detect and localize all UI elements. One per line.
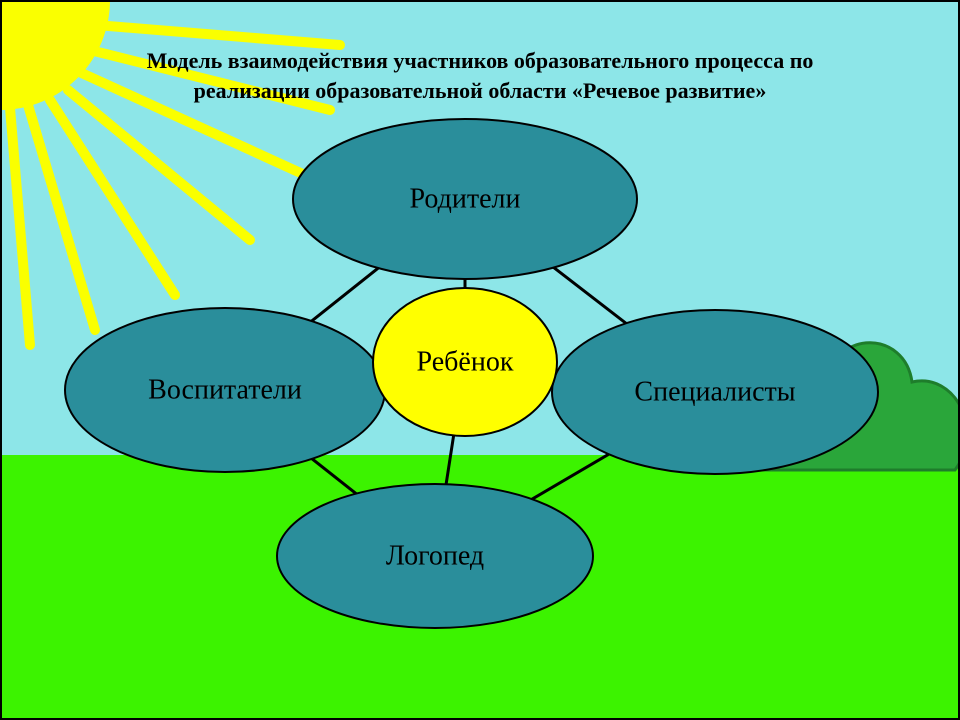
scene-svg: Родители Воспитатели Специалисты Логопед Реб… — [0, 0, 960, 720]
page-title: Модель взаимодействия участников образов… — [80, 46, 880, 105]
node-label: Логопед — [386, 540, 484, 571]
node-center: Ребёнок — [373, 288, 557, 436]
node-bottom: Логопед — [277, 484, 593, 628]
node-label: Специалисты — [634, 376, 795, 407]
node-label: Ребёнок — [417, 346, 514, 377]
node-top: Родители — [293, 119, 637, 279]
node-right: Специалисты — [552, 310, 878, 474]
node-label: Воспитатели — [148, 374, 302, 405]
slide-stage: Родители Воспитатели Специалисты Логопед Реб… — [0, 0, 960, 720]
node-label: Родители — [410, 183, 521, 214]
node-left: Воспитатели — [65, 308, 385, 472]
